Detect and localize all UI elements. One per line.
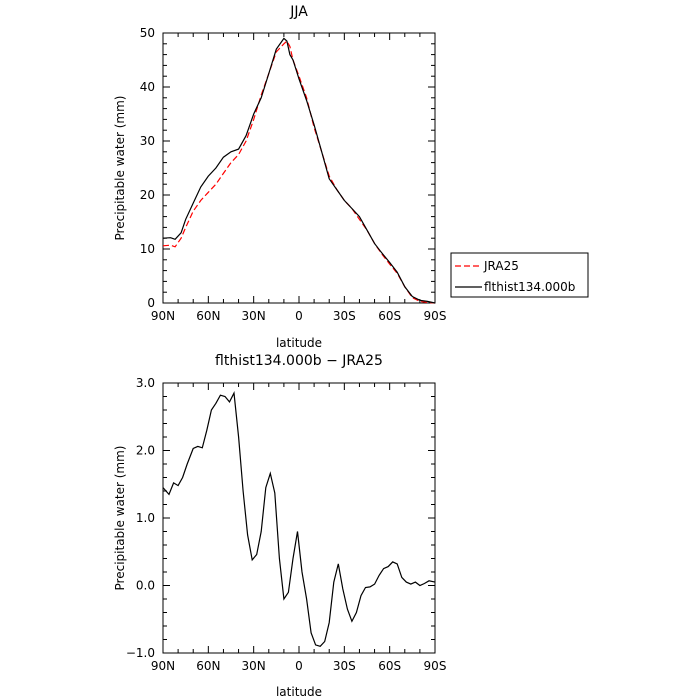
y-tick-label: 50 <box>140 26 155 40</box>
legend-entry: flthist134.000b <box>484 280 575 294</box>
y-axis-label: Precipitable water (mm) <box>113 96 127 241</box>
x-tick-label: 90N <box>151 659 175 673</box>
plot-frame <box>162 32 436 304</box>
y-tick-label: 20 <box>140 188 155 202</box>
y-tick-label: 0 <box>147 296 155 310</box>
series-line-jra25 <box>162 40 436 304</box>
y-tick-label: 30 <box>140 134 155 148</box>
x-tick-label: 30S <box>333 309 356 323</box>
x-tick-label: 30N <box>242 659 266 673</box>
y-tick-label: −1.0 <box>126 646 155 660</box>
y-tick-label: 1.0 <box>136 511 155 525</box>
chart-title: flthist134.000b − JRA25 <box>215 353 383 369</box>
legend-entry: JRA25 <box>483 259 519 273</box>
y-tick-label: 0.0 <box>136 579 155 593</box>
x-tick-label: 90S <box>424 309 447 323</box>
legend-box <box>450 252 589 298</box>
y-axis-label: Precipitable water (mm) <box>113 446 127 591</box>
x-tick-label: 30N <box>242 309 266 323</box>
y-tick-label: 10 <box>140 242 155 256</box>
x-tick-label: 0 <box>295 659 303 673</box>
x-tick-label: 60S <box>378 309 401 323</box>
y-tick-label: 3.0 <box>136 376 155 390</box>
x-tick-label: 30S <box>333 659 356 673</box>
x-tick-label: 60S <box>378 659 401 673</box>
x-axis-label: latitude <box>276 685 322 699</box>
series-line-flthist134-000b <box>162 37 436 304</box>
top-panel: 90N 60N 30N 0 30S 60S 90S 0 10 20 30 40 50 JJA latitud… <box>113 4 446 350</box>
y-tick-label: 40 <box>140 80 155 94</box>
x-tick-label: 90S <box>424 659 447 673</box>
x-tick-label: 90N <box>151 309 175 323</box>
x-tick-label: 60N <box>196 659 220 673</box>
legend: JRA25 flthist134.000b <box>450 252 589 298</box>
x-axis-label: latitude <box>276 336 322 350</box>
plot-frame <box>162 382 436 654</box>
bottom-panel: 90N 60N 30N 0 30S 60S 90S −1.0 0.0 1.0 2.0 3.0 flthi… <box>113 353 446 699</box>
x-tick-label: 60N <box>196 309 220 323</box>
y-tick-label: 2.0 <box>136 444 155 458</box>
x-tick-label: 0 <box>295 309 303 323</box>
series-line-difference <box>162 391 436 647</box>
chart-title: JJA <box>289 4 308 20</box>
